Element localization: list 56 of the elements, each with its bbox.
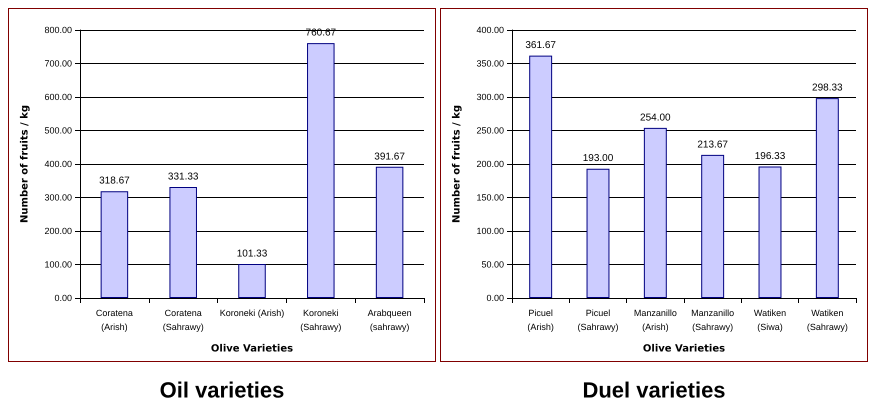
y-tick-label: 100.00 [476, 226, 504, 236]
y-tick-label: 400.00 [44, 159, 72, 169]
x-tick-label: Arabqueen (sahrawy) [368, 308, 412, 332]
y-axis-title: Number of fruits / kg [20, 105, 30, 223]
x-tick-label: Watiken (Sahrawy) [806, 308, 848, 332]
y-tick-label: 200.00 [476, 159, 504, 169]
bar [586, 168, 610, 298]
y-tick-label: 0.00 [486, 293, 504, 303]
y-tick-label: 700.00 [44, 58, 72, 68]
y-tick-label: 100.00 [44, 260, 72, 270]
data-label: 213.67 [697, 139, 728, 150]
y-tick-label: 800.00 [44, 25, 72, 35]
y-tick-label: 300.00 [44, 192, 72, 202]
x-tick-label: Picuel (Arish) [527, 308, 554, 332]
x-tick-label: Coratena (Arish) [96, 308, 133, 332]
text: Oil varieties [160, 378, 284, 402]
data-label: 298.33 [812, 82, 844, 94]
y-tick-label: 400.00 [476, 25, 504, 35]
bar [701, 154, 724, 298]
bar [758, 166, 782, 298]
x-tick-label: Picuel (Sahrawy) [577, 308, 619, 332]
bar [307, 43, 335, 298]
bar [169, 187, 197, 298]
x-axis-title: Olive Varieties [210, 344, 294, 354]
y-tick-label: 300.00 [476, 92, 504, 102]
bar [644, 128, 667, 298]
bar [238, 264, 266, 298]
data-label: 196.33 [754, 150, 786, 162]
y-tick-label: 350.00 [476, 58, 504, 68]
data-label: 193.00 [582, 153, 614, 164]
bar [100, 191, 128, 298]
data-label: 331.33 [168, 172, 199, 183]
y-tick-label: 250.00 [476, 126, 504, 136]
data-label: 361.67 [525, 40, 556, 52]
data-label: 391.67 [374, 151, 406, 162]
data-label: 318.67 [99, 176, 130, 187]
x-tick-label: Coratena (Sahrawy) [162, 308, 204, 332]
data-label: 101.33 [236, 248, 268, 260]
data-label: 254.00 [640, 112, 672, 124]
text: Duel varieties [582, 378, 726, 402]
bar [376, 166, 404, 298]
x-tick-label: Koroneki (Sahrawy) [300, 308, 342, 332]
bar [816, 98, 839, 298]
y-tick-label: 150.00 [476, 192, 504, 202]
x-tick-label: Manzanillo (Arish) [634, 308, 677, 332]
x-tick-label: Koroneki (Arish) [220, 308, 284, 318]
x-tick-label: Watiken (Siwa) [754, 308, 786, 332]
y-tick-label: 200.00 [44, 226, 72, 236]
y-tick-label: 50.00 [481, 260, 504, 270]
y-tick-label: 500.00 [44, 126, 72, 136]
y-axis-title: Number of fruits / kg [452, 105, 462, 223]
x-axis-title: Olive Varieties [642, 344, 726, 354]
bar [529, 56, 552, 298]
y-tick-label: 0.00 [54, 293, 72, 303]
y-tick-label: 600.00 [44, 92, 72, 102]
x-tick-label: Manzanillo (Sahrawy) [691, 308, 734, 332]
